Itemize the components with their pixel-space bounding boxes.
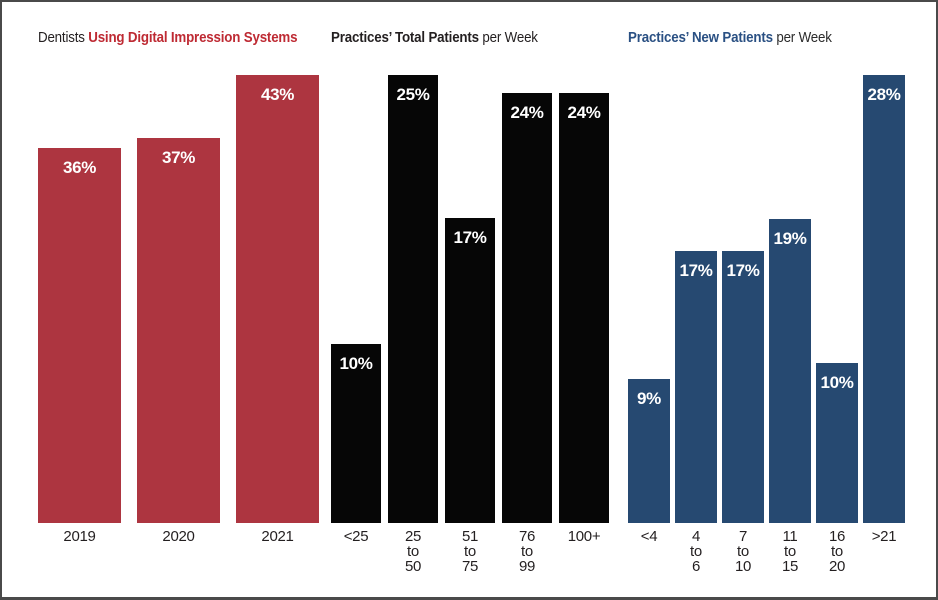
bar-100: 24%	[559, 93, 609, 523]
bar-value-label: 17%	[679, 261, 713, 280]
x-axis-ticks: 2019 2020 2021	[38, 529, 319, 544]
x-tick-label: 16 to 20	[828, 528, 846, 575]
x-axis-ticks: <4 4 to 6 7 to 10 11 to 15 16 to 20 >21	[628, 529, 905, 574]
bar-76-to-99: 24%	[502, 93, 552, 523]
chart-total-patients-per-week: Practices’ Total Patients per Week 10% 25…	[331, 2, 609, 597]
bar-2021: 43%	[236, 75, 319, 523]
bar-value-label: 10%	[339, 354, 373, 373]
bar-value-label: 10%	[820, 373, 854, 392]
bars-area: 36% 37% 43%	[38, 73, 319, 523]
chart-title-part: per Week	[478, 30, 538, 46]
bar-4: 9%	[628, 379, 670, 523]
bar-value-label: 28%	[867, 85, 901, 104]
x-tick-label: 2020	[162, 528, 195, 545]
bar-value-label: 24%	[567, 103, 601, 122]
x-tick-label: 4 to 6	[690, 528, 702, 575]
x-tick-label: 76 to 99	[518, 528, 536, 575]
chart-title: Dentists Using Digital Impression System…	[38, 30, 298, 46]
x-tick-label: 25 to 50	[404, 528, 422, 575]
bar-21: 28%	[863, 75, 905, 523]
chart-title-part: Practices’ Total Patients	[331, 30, 479, 46]
bar-value-label: 19%	[773, 229, 807, 248]
chart-dentists-digital-impressions: Dentists Using Digital Impression System…	[38, 2, 319, 597]
bar-51-to-75: 17%	[445, 218, 495, 523]
bar-value-label: 17%	[453, 228, 487, 247]
x-axis-ticks: <25 25 to 50 51 to 75 76 to 99 100+	[331, 529, 609, 574]
bar-11-to-15: 19%	[769, 219, 811, 523]
bar-4-to-6: 17%	[675, 251, 717, 523]
bar-value-label: 9%	[637, 389, 661, 408]
chart-new-patients-per-week: Practices’ New Patients per Week 9% 17% 17…	[628, 2, 905, 597]
x-tick-label: >21	[871, 528, 897, 545]
bar-value-label: 25%	[396, 85, 430, 104]
bar-16-to-20: 10%	[816, 363, 858, 523]
chart-title-part: per Week	[772, 30, 832, 46]
chart-title: Practices’ Total Patients per Week	[331, 30, 538, 46]
bars-area: 9% 17% 17% 19% 10% 28%	[628, 73, 905, 523]
bar-2019: 36%	[38, 148, 121, 523]
bar-value-label: 43%	[260, 85, 295, 104]
chart-title-part: Using Digital Impression Systems	[88, 30, 298, 46]
x-tick-label: 100+	[567, 528, 601, 545]
x-tick-label: <25	[343, 528, 369, 545]
chart-title: Practices’ New Patients per Week	[628, 30, 832, 46]
bar-value-label: 37%	[161, 148, 196, 167]
bar-2020: 37%	[137, 138, 220, 523]
bars-area: 10% 25% 17% 24% 24%	[331, 73, 609, 523]
x-tick-label: 7 to 10	[734, 528, 752, 575]
bar-value-label: 36%	[62, 158, 97, 177]
x-tick-label: <4	[640, 528, 658, 545]
bar-25-to-50: 25%	[388, 75, 438, 523]
bar-7-to-10: 17%	[722, 251, 764, 523]
x-tick-label: 2019	[63, 528, 96, 545]
chart-title-part: Dentists	[38, 30, 89, 46]
x-tick-label: 51 to 75	[461, 528, 479, 575]
bar-value-label: 24%	[510, 103, 544, 122]
x-tick-label: 2021	[261, 528, 294, 545]
bar-25: 10%	[331, 344, 381, 523]
chart-title-part: Practices’ New Patients	[628, 30, 773, 46]
bar-value-label: 17%	[726, 261, 760, 280]
x-tick-label: 11 to 15	[781, 528, 799, 575]
